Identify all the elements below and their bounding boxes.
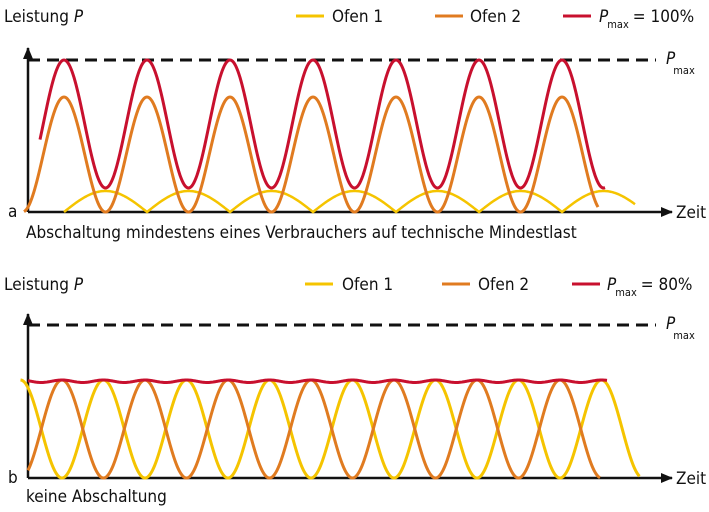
y-axis-title: Leistung P — [4, 275, 84, 295]
pmax-subscript: max — [673, 64, 695, 77]
y-axis-symbol: P — [74, 275, 84, 295]
legend-entry: Pmax = 80% — [607, 275, 692, 299]
pmax-curve — [38, 58, 606, 190]
caption: Abschaltung mindestens eines Verbraucher… — [26, 223, 577, 243]
legend-subscript: max — [615, 286, 637, 299]
legend-entry: Ofen 2 — [470, 7, 521, 27]
legend-entry: Ofen 1 — [342, 275, 393, 295]
legend-entry: Ofen 2 — [478, 275, 529, 295]
pmax-subscript: max — [673, 329, 695, 342]
pmax-curve — [27, 378, 608, 385]
y-axis-label: Leistung — [4, 275, 69, 295]
legend-text: = 80% — [641, 275, 693, 295]
legend-text: = 100% — [633, 7, 694, 27]
x-axis-label: Zeit — [676, 203, 706, 223]
legend-symbol: P — [599, 7, 609, 27]
ofen1-curve — [63, 189, 636, 214]
pmax-symbol: P — [666, 49, 676, 69]
caption: keine Abschaltung — [26, 487, 167, 507]
legend-entry: Ofen 1 — [332, 7, 383, 27]
y-axis-title: Leistung P — [4, 7, 84, 27]
panel-label: a — [8, 202, 17, 222]
panel-label: b — [8, 468, 18, 488]
legend-symbol: P — [607, 275, 617, 295]
legend-entry: Pmax = 100% — [599, 7, 694, 31]
legend-subscript: max — [607, 18, 629, 31]
y-axis-symbol: P — [74, 7, 84, 27]
x-axis-label: Zeit — [676, 469, 706, 489]
ofen2-curve — [23, 95, 600, 214]
pmax-symbol: P — [666, 314, 676, 334]
y-axis-label: Leistung — [4, 7, 69, 27]
